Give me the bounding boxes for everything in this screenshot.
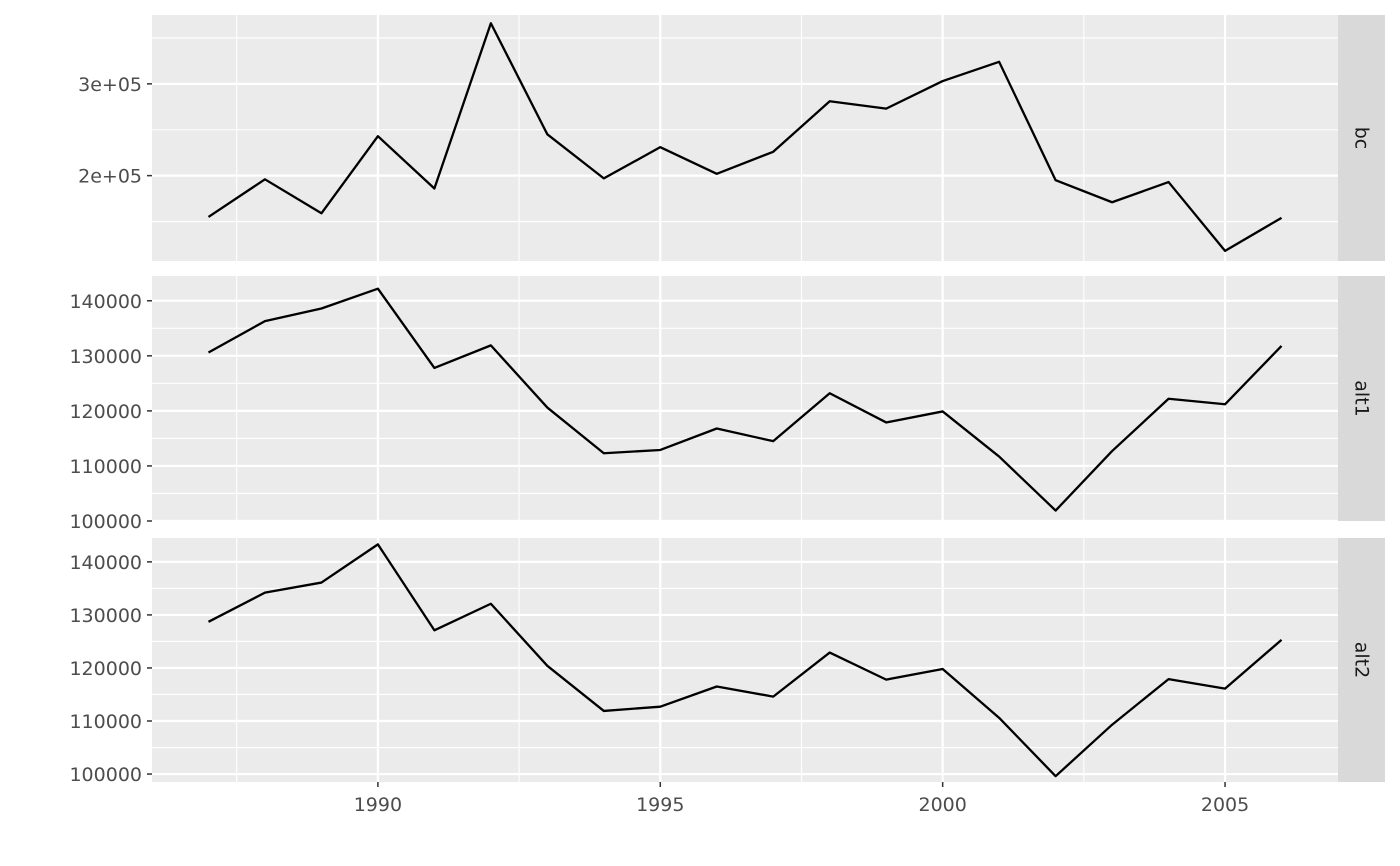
strip-bc: bc — [1338, 15, 1385, 261]
y-tick-label: 100000 — [69, 511, 142, 533]
y-tick-label: 110000 — [69, 711, 142, 733]
x-tick-label: 1995 — [636, 794, 684, 816]
x-tick-label: 2005 — [1201, 794, 1249, 816]
y-tick-label: 120000 — [69, 401, 142, 423]
panel-bc: 2e+05 3e+05 bc — [78, 15, 1385, 261]
y-tick-label: 100000 — [69, 764, 142, 786]
y-tick-label: 130000 — [69, 346, 142, 368]
x-tick-label: 1990 — [354, 794, 402, 816]
panel-background — [152, 276, 1338, 521]
series-line-alt2 — [207, 543, 1283, 778]
y-tick-label: 2e+05 — [78, 166, 142, 188]
y-tick-label: 140000 — [69, 291, 142, 313]
y-tick-label: 120000 — [69, 658, 142, 680]
strip-label: alt2 — [1351, 642, 1373, 678]
strip-background — [1338, 538, 1385, 782]
panel-background — [152, 538, 1338, 782]
y-tick-label: 110000 — [69, 456, 142, 478]
series-line-bc — [207, 22, 1283, 253]
y-tick-label: 130000 — [69, 605, 142, 627]
series-line-alt1 — [207, 287, 1283, 512]
strip-label: alt1 — [1351, 380, 1373, 416]
x-tick-label: 2000 — [918, 794, 966, 816]
strip-alt2: alt2 — [1338, 538, 1385, 782]
panel-alt1: 100000 110000 120000 130000 140000 alt1 — [69, 276, 1385, 533]
y-tick-label: 3e+05 — [78, 74, 142, 96]
panel-background — [152, 15, 1338, 261]
y-tick-label: 140000 — [69, 552, 142, 574]
panel-alt2: 100000 110000 120000 130000 140000 alt2 — [69, 538, 1385, 786]
strip-background — [1338, 15, 1385, 261]
strip-background — [1338, 276, 1385, 521]
strip-label: bc — [1351, 127, 1373, 150]
x-axis: 1990 1995 2000 2005 — [354, 782, 1249, 816]
strip-alt1: alt1 — [1338, 276, 1385, 521]
